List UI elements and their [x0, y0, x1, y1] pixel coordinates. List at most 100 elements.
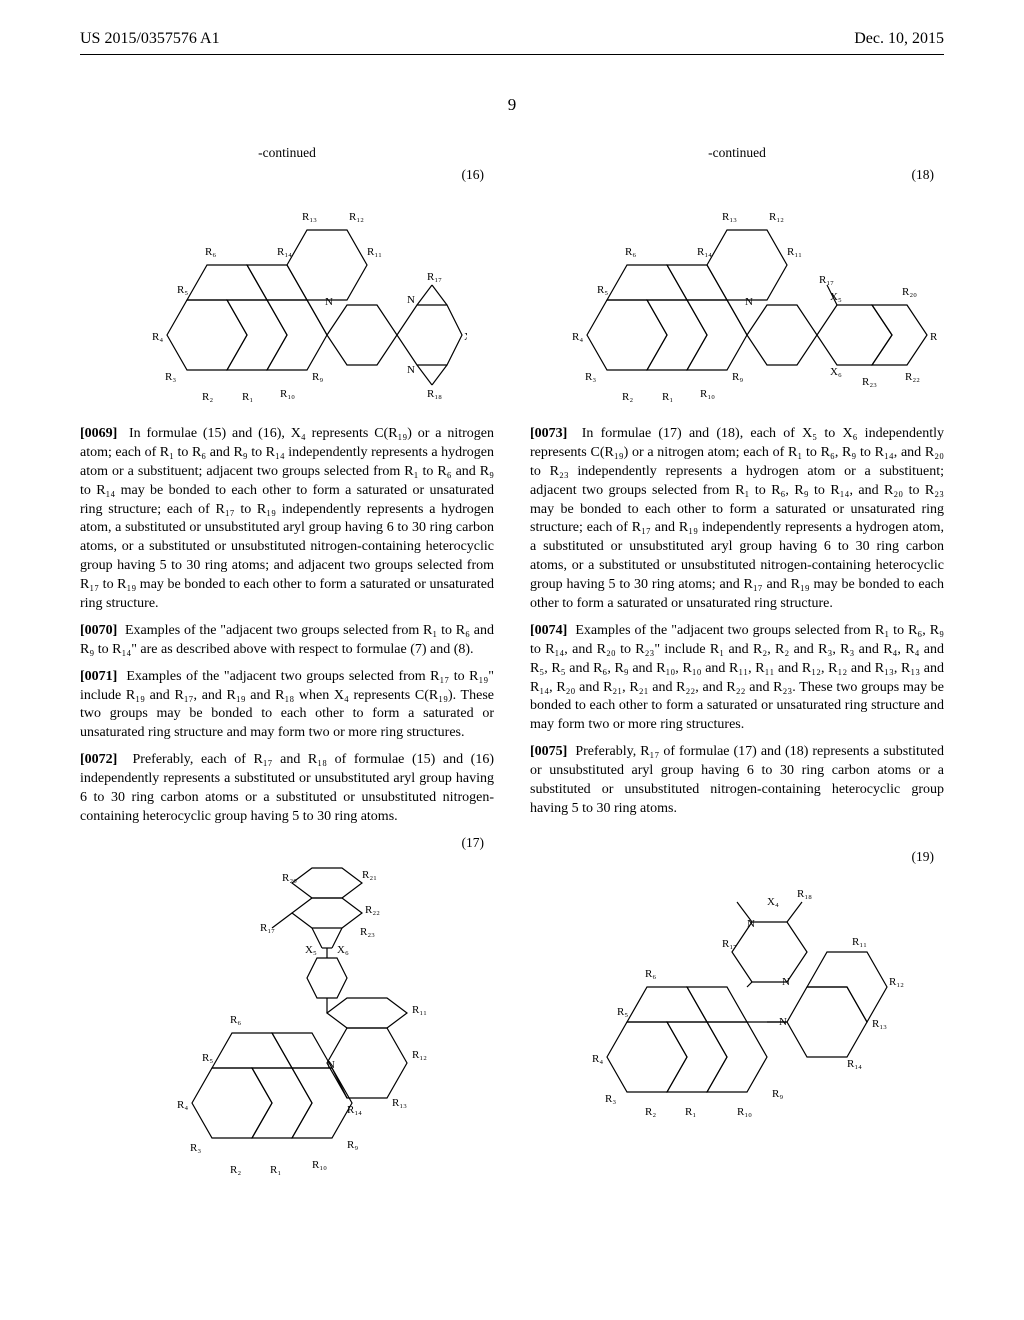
- svg-text:R₁₃: R₁₃: [302, 211, 317, 223]
- svg-text:R₆: R₆: [645, 968, 656, 980]
- svg-text:R₁₄: R₁₄: [847, 1058, 862, 1070]
- svg-text:R₁: R₁: [662, 391, 673, 403]
- paragraph-0071: [0071] Examples of the "adjacent two gro…: [80, 668, 494, 744]
- svg-text:N: N: [325, 296, 333, 308]
- svg-text:R₁₄: R₁₄: [697, 246, 712, 258]
- continued-label: -continued: [80, 145, 494, 161]
- svg-text:R₁₃: R₁₃: [872, 1018, 887, 1030]
- svg-text:R₄: R₄: [177, 1099, 188, 1111]
- svg-text:N: N: [779, 1016, 787, 1028]
- svg-text:R₃: R₃: [165, 371, 176, 383]
- svg-text:N: N: [407, 364, 415, 376]
- para-num: [0073]: [530, 426, 567, 441]
- svg-text:R₉: R₉: [772, 1088, 783, 1100]
- svg-text:R₁: R₁: [270, 1164, 281, 1176]
- svg-text:R₃: R₃: [585, 371, 596, 383]
- svg-text:R₅: R₅: [617, 1006, 628, 1018]
- chemical-structure-16: R₄ R₃ R₂ R₁ R₅ R₆ R₁₀ R₉ R₁₁ R₁₂ R₁₃ R₁₄…: [107, 185, 467, 415]
- svg-text:X₄: X₄: [464, 331, 467, 343]
- para-text: Preferably, each of R₁₇ and R₁₈ of formu…: [80, 752, 494, 824]
- svg-text:N: N: [407, 294, 415, 306]
- svg-text:X₆: X₆: [830, 366, 842, 378]
- svg-text:R₉: R₉: [732, 371, 743, 383]
- svg-text:R₁₁: R₁₁: [367, 246, 382, 258]
- svg-text:R₁₇: R₁₇: [260, 922, 275, 934]
- chemical-structure-18: R₄ R₃ R₂ R₁ R₅ R₆ R₁₀ R₉ R₁₁ R₁₂ R₁₃ R₁₄…: [537, 185, 937, 415]
- left-column: -continued (16): [80, 145, 494, 1193]
- paragraph-0070: [0070] Examples of the "adjacent two gro…: [80, 622, 494, 660]
- para-num: [0070]: [80, 623, 117, 638]
- svg-text:R₁₀: R₁₀: [280, 388, 295, 400]
- svg-text:R₁₁: R₁₁: [412, 1004, 427, 1016]
- svg-text:X₅: X₅: [830, 291, 842, 303]
- svg-text:N: N: [747, 918, 755, 930]
- para-num: [0075]: [530, 744, 567, 759]
- svg-text:R₁₁: R₁₁: [852, 936, 867, 948]
- svg-text:R₅: R₅: [597, 284, 608, 296]
- svg-text:R₂₃: R₂₃: [862, 376, 877, 388]
- svg-text:R₁₂: R₁₂: [769, 211, 784, 223]
- svg-text:R₁₇: R₁₇: [722, 938, 737, 950]
- chemical-structure-19: R₄ R₃ R₂ R₁ R₅ R₆ R₁₀ R₉ R₁₁ R₁₂ R₁₃ R₁₄…: [557, 867, 917, 1117]
- svg-text:X₆: X₆: [337, 944, 349, 956]
- svg-text:R₁₂: R₁₂: [349, 211, 364, 223]
- svg-text:R₁₀: R₁₀: [312, 1159, 327, 1171]
- svg-text:R₁₄: R₁₄: [277, 246, 292, 258]
- svg-text:R₁: R₁: [242, 391, 253, 403]
- chemical-structure-17: R₂₁ R₂₀ R₂₂ R₂₃ R₁₇ X₅ X₆ R₄ R₃ R₂ R₁ R₅…: [122, 853, 452, 1183]
- right-column: -continued (18) R₄ R₃ R₂: [530, 145, 944, 1193]
- para-text: Examples of the "adjacent two groups sel…: [80, 669, 494, 741]
- svg-text:R₁₇: R₁₇: [427, 271, 442, 283]
- para-text: Preferably, R₁₇ of formulae (17) and (18…: [530, 744, 944, 816]
- svg-text:R₂: R₂: [645, 1106, 656, 1117]
- svg-text:R₁₂: R₁₂: [889, 976, 904, 988]
- svg-text:R₂: R₂: [202, 391, 213, 403]
- svg-text:R₅: R₅: [202, 1052, 213, 1064]
- patent-date: Dec. 10, 2015: [854, 30, 944, 48]
- svg-text:X₅: X₅: [305, 944, 317, 956]
- page-header: US 2015/0357576 A1 Dec. 10, 2015: [0, 0, 1024, 54]
- paragraph-0069: [0069] In formulae (15) and (16), X₄ rep…: [80, 425, 494, 614]
- para-text: In formulae (15) and (16), X₄ represents…: [80, 426, 494, 611]
- svg-text:R₁₀: R₁₀: [700, 388, 715, 400]
- svg-text:R₁₃: R₁₃: [392, 1097, 407, 1109]
- svg-text:R₆: R₆: [205, 246, 216, 258]
- svg-text:R₁₂: R₁₂: [412, 1049, 427, 1061]
- svg-text:R₂₂: R₂₂: [365, 904, 380, 916]
- svg-text:N: N: [745, 296, 753, 308]
- two-column-body: -continued (16): [0, 145, 1024, 1193]
- svg-text:R₃: R₃: [605, 1093, 616, 1105]
- svg-text:R₂₂: R₂₂: [905, 371, 920, 383]
- formula-number-19: (19): [530, 849, 944, 865]
- formula-number-17: (17): [80, 835, 494, 851]
- svg-text:R₄: R₄: [572, 331, 583, 343]
- svg-text:N: N: [782, 976, 790, 988]
- svg-text:R₆: R₆: [625, 246, 636, 258]
- svg-text:R₁₁: R₁₁: [787, 246, 802, 258]
- svg-text:R₁₄: R₁₄: [347, 1104, 362, 1116]
- svg-text:R₂₃: R₂₃: [360, 926, 375, 938]
- svg-text:R₄: R₄: [592, 1053, 603, 1065]
- svg-text:R₂₁: R₂₁: [930, 331, 937, 343]
- para-num: [0071]: [80, 669, 117, 684]
- svg-text:R₁₈: R₁₈: [427, 388, 442, 400]
- para-text: Examples of the "adjacent two groups sel…: [530, 623, 944, 732]
- para-text: Examples of the "adjacent two groups sel…: [80, 623, 494, 657]
- svg-text:R₂₀: R₂₀: [902, 286, 917, 298]
- svg-text:R₁₃: R₁₃: [722, 211, 737, 223]
- paragraph-0072: [0072] Preferably, each of R₁₇ and R₁₈ o…: [80, 751, 494, 827]
- svg-text:R₁: R₁: [685, 1106, 696, 1117]
- para-num: [0069]: [80, 426, 117, 441]
- svg-text:R₆: R₆: [230, 1014, 241, 1026]
- svg-text:R₉: R₉: [347, 1139, 358, 1151]
- svg-text:R₅: R₅: [177, 284, 188, 296]
- svg-text:R₉: R₉: [312, 371, 323, 383]
- svg-text:R₁₈: R₁₈: [797, 888, 812, 900]
- para-num: [0074]: [530, 623, 567, 638]
- para-text: In formulae (17) and (18), each of X₅ to…: [530, 426, 944, 611]
- paragraph-0073: [0073] In formulae (17) and (18), each o…: [530, 425, 944, 614]
- patent-number: US 2015/0357576 A1: [80, 30, 220, 48]
- svg-text:N: N: [327, 1059, 335, 1071]
- svg-text:R₁₀: R₁₀: [737, 1106, 752, 1117]
- paragraph-0075: [0075] Preferably, R₁₇ of formulae (17) …: [530, 743, 944, 819]
